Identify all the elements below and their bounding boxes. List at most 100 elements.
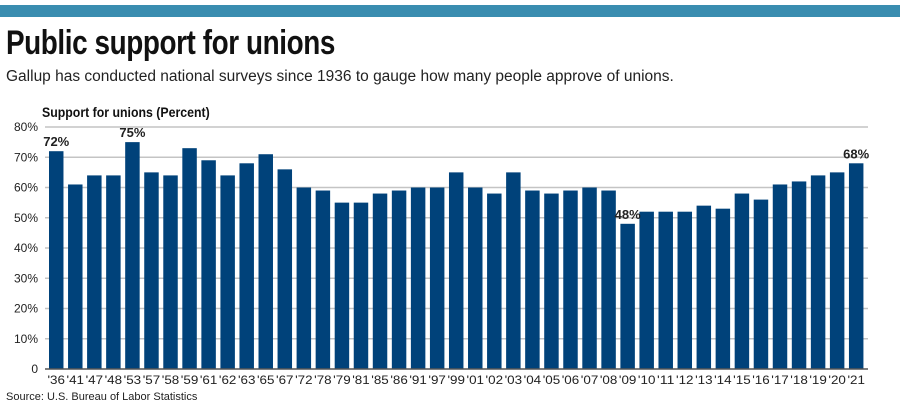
bar xyxy=(391,190,407,369)
subtitle: Gallup has conducted national surveys si… xyxy=(6,68,674,85)
x-tick-label: '58 xyxy=(162,373,180,387)
bar xyxy=(639,211,654,369)
x-tick-label: '61 xyxy=(200,373,218,387)
source-note: Source: U.S. Bureau of Labor Statistics xyxy=(6,391,198,403)
x-tick-label: '12 xyxy=(676,373,694,387)
x-tick-label: '05 xyxy=(543,373,561,387)
bar xyxy=(582,187,597,369)
x-tick-label: '15 xyxy=(733,373,751,387)
x-tick-label: '17 xyxy=(771,373,789,387)
bar xyxy=(315,190,331,369)
bar xyxy=(506,172,521,369)
x-tick-label: '09 xyxy=(619,373,637,387)
y-tick-label: 20% xyxy=(14,302,38,316)
bar xyxy=(163,175,178,369)
x-tick-label: '04 xyxy=(524,373,542,387)
bar xyxy=(848,163,864,369)
bar xyxy=(182,148,197,369)
page-title: Public support for unions xyxy=(6,24,335,62)
x-tick-label: '41 xyxy=(67,373,85,387)
bar xyxy=(791,181,807,369)
x-tick-label: '10 xyxy=(638,373,656,387)
x-tick-label: '20 xyxy=(828,373,846,387)
x-tick-label: '99 xyxy=(447,373,465,387)
x-tick-label: '67 xyxy=(276,373,294,387)
bar xyxy=(677,211,693,369)
x-tick-label: '36 xyxy=(48,373,66,387)
x-tick-label: '11 xyxy=(657,373,675,387)
y-tick-label: 60% xyxy=(14,181,38,195)
x-tick-label: '81 xyxy=(352,373,370,387)
y-tick-label: 10% xyxy=(14,332,38,346)
y-tick-label: 80% xyxy=(14,120,38,134)
bar xyxy=(563,190,578,369)
x-tick-label: '78 xyxy=(314,373,332,387)
x-tick-label: '91 xyxy=(409,373,427,387)
x-tick-label: '06 xyxy=(562,373,580,387)
data-label: 48% xyxy=(615,207,641,222)
x-tick-label: '72 xyxy=(295,373,313,387)
bar xyxy=(448,172,464,369)
bar xyxy=(696,205,712,369)
x-tick-label: '03 xyxy=(505,373,523,387)
header-stripe xyxy=(0,5,900,17)
bar xyxy=(810,175,826,369)
x-tick-label: '13 xyxy=(695,373,713,387)
chart-title: Support for unions (Percent) xyxy=(42,104,210,120)
bar xyxy=(334,202,350,369)
bar xyxy=(296,187,312,369)
x-tick-label: '07 xyxy=(581,373,599,387)
x-tick-label: '62 xyxy=(219,373,237,387)
x-tick-label: '14 xyxy=(714,373,732,387)
bar xyxy=(68,184,83,369)
bar xyxy=(753,199,769,369)
x-tick-label: '18 xyxy=(790,373,808,387)
x-tick-label: '48 xyxy=(105,373,123,387)
x-tick-label: '85 xyxy=(371,373,389,387)
bar xyxy=(106,175,121,369)
bar xyxy=(201,160,216,369)
bar xyxy=(125,142,140,369)
bar xyxy=(410,187,426,369)
bar xyxy=(620,223,635,369)
bar xyxy=(258,154,273,369)
y-tick-label: 30% xyxy=(14,271,38,285)
x-tick-label: '97 xyxy=(428,373,446,387)
x-tick-label: '02 xyxy=(486,373,504,387)
bar xyxy=(544,193,559,369)
x-tick-label: '19 xyxy=(809,373,827,387)
bar xyxy=(487,193,502,369)
y-tick-label: 0 xyxy=(31,362,38,376)
x-tick-label: '63 xyxy=(238,373,256,387)
y-tick-label: 70% xyxy=(14,150,38,164)
data-label: 75% xyxy=(119,125,145,140)
bar xyxy=(372,193,388,369)
bar xyxy=(49,151,64,369)
x-tick-label: '16 xyxy=(752,373,770,387)
bar xyxy=(525,190,540,369)
x-tick-label: '86 xyxy=(390,373,408,387)
bar xyxy=(734,193,750,369)
bar xyxy=(87,175,102,369)
bar xyxy=(277,169,293,369)
bar xyxy=(429,187,445,369)
y-tick-label: 50% xyxy=(14,211,38,225)
bar xyxy=(772,184,788,369)
x-tick-label: '65 xyxy=(257,373,275,387)
x-tick-label: '79 xyxy=(333,373,351,387)
bar xyxy=(220,175,235,369)
x-tick-label: '08 xyxy=(600,373,618,387)
bar xyxy=(144,172,159,369)
bar xyxy=(353,202,369,369)
bar xyxy=(468,187,483,369)
x-tick-label: '53 xyxy=(124,373,142,387)
x-tick-label: '57 xyxy=(143,373,161,387)
x-tick-label: '21 xyxy=(847,373,865,387)
bar xyxy=(601,190,616,369)
y-tick-label: 40% xyxy=(14,241,38,255)
x-tick-label: '47 xyxy=(86,373,104,387)
data-label: 68% xyxy=(843,146,869,161)
bar xyxy=(239,163,254,369)
x-tick-label: '59 xyxy=(181,373,199,387)
